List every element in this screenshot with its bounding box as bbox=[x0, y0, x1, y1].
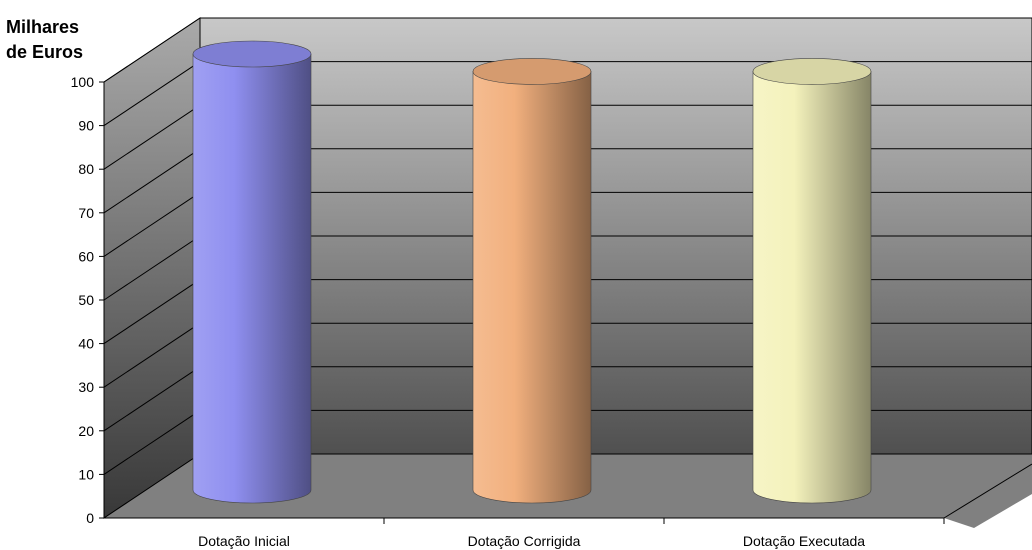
axes bbox=[99, 81, 945, 524]
bar-body bbox=[752, 71, 872, 504]
bar-top bbox=[192, 40, 312, 68]
gridlines bbox=[103, 17, 1032, 519]
y-axis-title-line-1: Milhares bbox=[6, 17, 79, 37]
y-tick-label: 30 bbox=[78, 379, 94, 395]
y-tick-label: 100 bbox=[71, 74, 95, 90]
gridline-side bbox=[103, 409, 201, 475]
y-tick-label: 90 bbox=[78, 118, 94, 134]
bar-body bbox=[192, 53, 312, 504]
x-category-label: Dotação Executada bbox=[743, 533, 865, 549]
gridline-side bbox=[103, 191, 201, 257]
gridline-side bbox=[103, 148, 201, 214]
y-tick-label: 0 bbox=[86, 510, 94, 526]
gridline-side bbox=[103, 453, 201, 519]
y-tick-label: 80 bbox=[78, 161, 94, 177]
x-category-label: Dotação Inicial bbox=[198, 533, 290, 549]
floor-edge bbox=[943, 463, 1032, 519]
bar-top bbox=[752, 58, 872, 85]
y-tick-label: 20 bbox=[78, 423, 94, 439]
bar-1 bbox=[192, 40, 312, 504]
x-category-labels: Dotação Inicial Dotação Corrigida Dotação … bbox=[198, 533, 865, 549]
gridline-side bbox=[103, 235, 201, 301]
y-tick-label: 50 bbox=[78, 292, 94, 308]
gridline-side bbox=[103, 17, 201, 83]
bar-2 bbox=[472, 58, 592, 504]
y-tick-label: 60 bbox=[78, 248, 94, 264]
bar-top bbox=[472, 58, 592, 85]
y-tick-label: 70 bbox=[78, 205, 94, 221]
gridline-side bbox=[103, 366, 201, 432]
bar-3 bbox=[752, 58, 872, 504]
gridline-side bbox=[103, 279, 201, 345]
y-axis-title: Milhares de Euros bbox=[6, 17, 83, 62]
x-category-label: Dotação Corrigida bbox=[468, 533, 581, 549]
bar-body bbox=[472, 71, 592, 504]
gridline-side bbox=[103, 322, 201, 388]
gridline-side bbox=[103, 104, 201, 170]
y-tick-labels: 0 10 20 30 40 50 60 70 80 90 100 bbox=[71, 74, 95, 526]
y-tick-label: 10 bbox=[78, 466, 94, 482]
bars bbox=[192, 40, 872, 504]
y-tick-label: 40 bbox=[78, 336, 94, 352]
y-axis-title-line-2: de Euros bbox=[6, 42, 83, 62]
gridline-side bbox=[103, 61, 201, 127]
